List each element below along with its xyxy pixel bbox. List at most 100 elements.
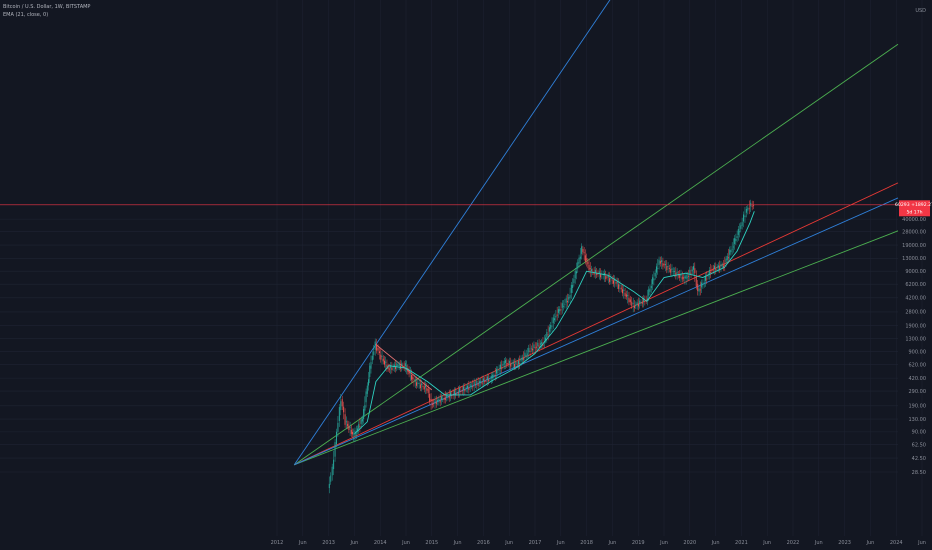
y-tick-label: 90.00 <box>912 430 926 436</box>
candle-body <box>418 382 420 384</box>
x-tick-label: Jun <box>711 540 720 546</box>
candle-body <box>536 346 538 348</box>
candle-body <box>395 366 397 370</box>
candle-body <box>498 370 500 372</box>
candle-body <box>403 366 405 369</box>
candle-body <box>463 386 465 390</box>
candle-body <box>574 270 576 279</box>
candle-body <box>331 466 333 476</box>
candle-body <box>477 383 479 386</box>
candle-body <box>381 356 383 357</box>
candle-body <box>391 367 393 370</box>
candle-body <box>639 300 641 304</box>
candle-body <box>397 364 399 366</box>
candle-body <box>740 225 742 229</box>
candle-body <box>566 301 568 303</box>
x-tick-label: Jun <box>401 540 410 546</box>
candle-body <box>652 277 654 285</box>
candle-body <box>396 363 398 367</box>
candle-body <box>586 258 588 260</box>
candle-body <box>512 362 514 364</box>
candle-body <box>739 231 741 233</box>
candle-body <box>747 207 749 211</box>
candle-body <box>607 275 609 278</box>
candle-body <box>453 390 455 394</box>
candle-body <box>457 392 459 395</box>
y-tick-label: 1900.00 <box>905 323 926 329</box>
fan-line <box>293 43 899 466</box>
candle-body <box>533 344 535 349</box>
x-tick-label: Jun <box>298 540 307 546</box>
y-tick-label: 1300.00 <box>905 336 926 342</box>
candle-body <box>721 265 723 267</box>
candle-body <box>340 401 342 411</box>
candle-body <box>476 380 478 384</box>
candle-body <box>720 263 722 267</box>
candle-body <box>575 271 577 274</box>
candle-body <box>387 366 389 369</box>
candle-body <box>610 277 612 279</box>
candle-body <box>523 358 525 360</box>
candle-body <box>699 289 701 291</box>
candle-body <box>386 364 388 369</box>
candle-body <box>685 274 687 279</box>
candle-body <box>609 278 611 282</box>
candle-body <box>353 433 355 435</box>
candle-body <box>627 295 629 297</box>
candle-body <box>525 354 527 356</box>
candle-body <box>358 424 360 429</box>
candle-body <box>496 369 498 374</box>
candle-body <box>697 283 699 291</box>
candle-body <box>469 384 471 387</box>
candle-body <box>435 402 437 405</box>
candle-body <box>505 360 507 363</box>
candle-body <box>412 377 414 380</box>
candle-body <box>459 388 461 392</box>
candle-body <box>366 385 368 394</box>
candle-body <box>606 276 608 278</box>
candle-body <box>539 343 541 345</box>
x-tick-label: Jun <box>865 540 874 546</box>
candle-body <box>356 428 358 432</box>
candle-body <box>492 374 494 379</box>
candle-body <box>716 266 718 269</box>
candle-body <box>589 268 591 269</box>
y-tick-label: 290.00 <box>909 389 927 395</box>
candle-body <box>438 398 440 401</box>
candle-body <box>624 292 626 297</box>
candle-body <box>619 285 621 287</box>
y-axis: 40000.00 USD 28000.00 19000.00 13000.00 9000.… <box>902 8 926 476</box>
candle-body <box>710 272 712 274</box>
candle-body <box>663 264 665 265</box>
candle-body <box>506 363 508 365</box>
candle-body <box>729 249 731 255</box>
candle-body <box>485 380 487 382</box>
candle-body <box>594 269 596 273</box>
candle-body <box>556 314 558 316</box>
candle-body <box>413 379 415 381</box>
candle-body <box>378 351 380 354</box>
candle-body <box>631 301 633 306</box>
candle-body <box>409 372 411 373</box>
candle-body <box>408 370 410 375</box>
candle-body <box>657 267 659 269</box>
candle-body <box>736 236 738 238</box>
x-tick-label: 2015 <box>425 540 438 546</box>
y-tick-label: USD <box>915 8 926 14</box>
x-tick-label: 2016 <box>477 540 490 546</box>
candle-body <box>385 361 387 363</box>
candle-body <box>363 409 365 420</box>
price-badge-value: 60293 +1892.27 <box>895 202 932 208</box>
candle-body <box>708 269 710 275</box>
candle-body <box>524 352 526 357</box>
candle-body <box>520 358 522 362</box>
candle-body <box>488 379 490 382</box>
price-badge-countdown: 5d 17h <box>906 209 922 215</box>
candle-body <box>587 261 589 265</box>
candle-body <box>448 396 450 399</box>
candle-body <box>474 384 476 386</box>
candle-body <box>732 246 734 248</box>
candle-body <box>695 276 697 287</box>
candle-body <box>551 325 553 327</box>
